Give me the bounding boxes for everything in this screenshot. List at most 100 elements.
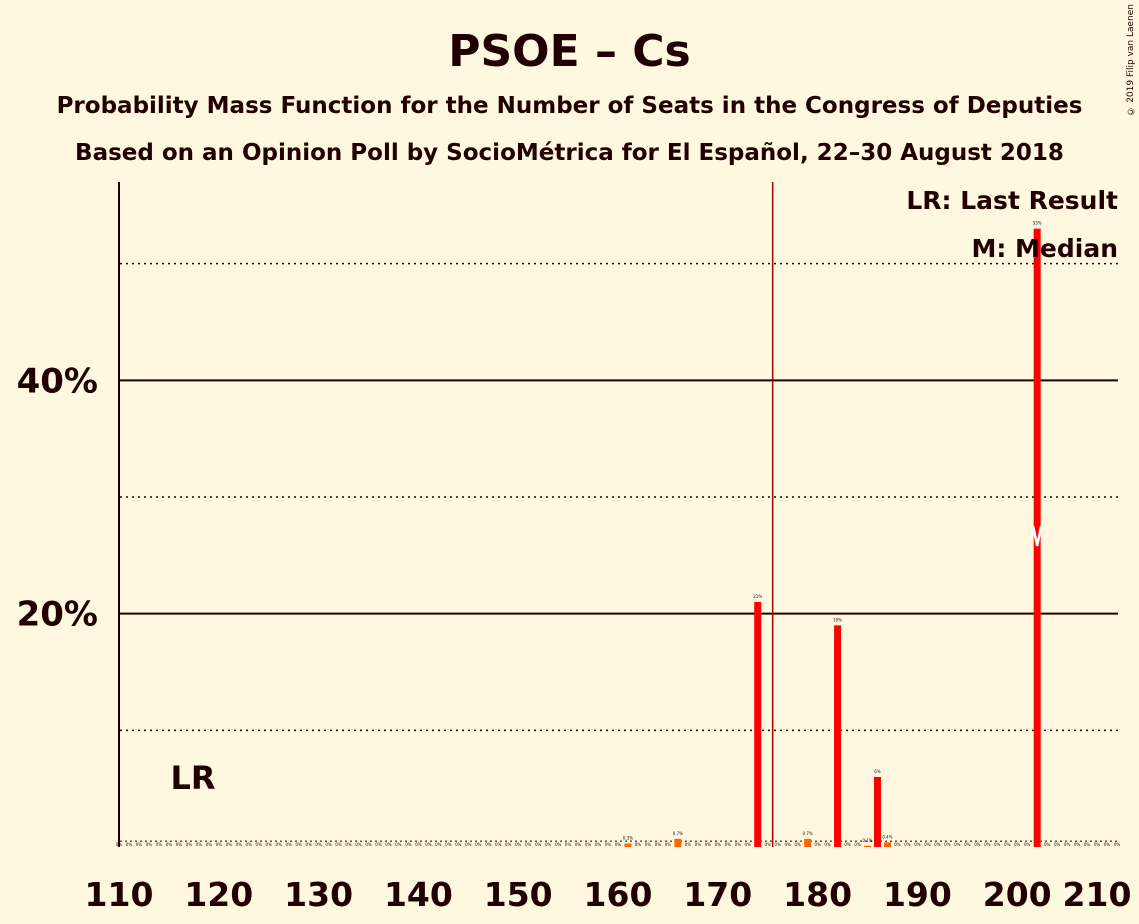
zero-data-label: 0%: [186, 842, 193, 847]
zero-data-label: 0%: [924, 842, 931, 847]
zero-data-label: 0%: [345, 842, 352, 847]
zero-data-label: 0%: [166, 842, 173, 847]
zero-data-label: 0%: [246, 842, 253, 847]
legend-median: M: Median: [971, 234, 1118, 263]
bar-data-label: 0.3%: [623, 836, 633, 841]
zero-data-label: 0%: [904, 842, 911, 847]
zero-data-label: 0%: [315, 842, 322, 847]
zero-data-label: 0%: [994, 842, 1001, 847]
y-tick-label: 20%: [17, 595, 98, 635]
zero-data-label: 0%: [635, 842, 642, 847]
zero-data-label: 0%: [475, 842, 482, 847]
zero-data-label: 0%: [305, 842, 312, 847]
bar-data-label: 19%: [833, 617, 842, 622]
zero-data-label: 0%: [236, 842, 243, 847]
bar: [754, 602, 762, 847]
zero-data-label: 0%: [765, 842, 772, 847]
zero-data-label: 0%: [824, 842, 831, 847]
legend-last-result: LR: Last Result: [906, 186, 1118, 215]
x-tick-label: 120: [184, 875, 253, 914]
zero-data-label: 0%: [266, 842, 273, 847]
bar-data-label: 0.1%: [862, 838, 872, 843]
zero-data-label: 0%: [1074, 842, 1081, 847]
zero-data-label: 0%: [405, 842, 412, 847]
zero-data-label: 0%: [1024, 842, 1031, 847]
copyright-notice: © 2019 Filip van Laenen: [1126, 4, 1136, 116]
zero-data-label: 0%: [555, 842, 562, 847]
zero-data-label: 0%: [385, 842, 392, 847]
bars: [624, 228, 1043, 847]
zero-data-label: 0%: [784, 842, 791, 847]
zero-data-label: 0%: [894, 842, 901, 847]
median-marker: [1031, 525, 1043, 547]
x-tick-label: 210: [1063, 875, 1132, 914]
zero-data-label: 0%: [545, 842, 552, 847]
zero-data-label: 0%: [575, 842, 582, 847]
bar-data-label: 0.7%: [673, 831, 683, 836]
zero-data-label: 0%: [934, 842, 941, 847]
zero-data-label: 0%: [435, 842, 442, 847]
x-tick-label: 180: [783, 875, 852, 914]
zero-data-label: 0%: [964, 842, 971, 847]
zero-data-label: 0%: [605, 842, 612, 847]
zero-data-label: 0%: [1054, 842, 1061, 847]
x-tick-label: 110: [85, 875, 154, 914]
bar: [883, 842, 891, 847]
zero-data-label: 0%: [745, 842, 752, 847]
zero-data-label: 0%: [126, 842, 133, 847]
bar: [804, 838, 812, 847]
bar-data-label: 0.7%: [803, 831, 813, 836]
zero-data-label: 0%: [1114, 842, 1121, 847]
bar: [834, 625, 842, 847]
zero-data-label: 0%: [395, 842, 402, 847]
zero-data-label: 0%: [535, 842, 542, 847]
zero-data-label: 0%: [725, 842, 732, 847]
zero-data-label: 0%: [565, 842, 572, 847]
zero-data-label: 0%: [495, 842, 502, 847]
data-labels: 0% 0% 0% 0% 0% 0% 0% 0% 0% 0% 0% 0% 0% 0% 0% 0% 0% 0% 0% 0%…: [116, 221, 1121, 847]
zero-data-label: 0%: [735, 842, 742, 847]
zero-data-label: 0%: [355, 842, 362, 847]
zero-data-label: 0%: [276, 842, 283, 847]
zero-data-label: 0%: [136, 842, 143, 847]
zero-data-label: 0%: [465, 842, 472, 847]
zero-data-label: 0%: [176, 842, 183, 847]
zero-data-label: 0%: [196, 842, 203, 847]
zero-data-label: 0%: [1044, 842, 1051, 847]
zero-data-label: 0%: [655, 842, 662, 847]
zero-data-label: 0%: [794, 842, 801, 847]
zero-data-label: 0%: [844, 842, 851, 847]
zero-data-label: 0%: [295, 842, 302, 847]
zero-data-label: 0%: [375, 842, 382, 847]
zero-data-label: 0%: [455, 842, 462, 847]
zero-data-label: 0%: [1094, 842, 1101, 847]
zero-data-label: 0%: [1064, 842, 1071, 847]
bar: [864, 845, 871, 847]
bar-data-label: 21%: [753, 594, 762, 599]
zero-data-label: 0%: [525, 842, 532, 847]
zero-data-label: 0%: [814, 842, 821, 847]
gridlines: 20% 40%: [17, 182, 1118, 847]
zero-data-label: 0%: [1014, 842, 1021, 847]
bar-data-label: 6%: [874, 769, 881, 774]
bar: [674, 838, 682, 847]
zero-data-label: 0%: [325, 842, 332, 847]
zero-data-label: 0%: [595, 842, 602, 847]
x-tick-label: 140: [384, 875, 453, 914]
bar: [1033, 228, 1041, 847]
zero-data-label: 0%: [216, 842, 223, 847]
zero-data-label: 0%: [505, 842, 512, 847]
zero-data-label: 0%: [974, 842, 981, 847]
chart-title: PSOE – Cs: [448, 26, 691, 77]
zero-data-label: 0%: [854, 842, 861, 847]
x-tick-label: 170: [683, 875, 752, 914]
zero-data-label: 0%: [914, 842, 921, 847]
zero-data-label: 0%: [695, 842, 702, 847]
x-tick-label: 200: [983, 875, 1052, 914]
zero-data-label: 0%: [485, 842, 492, 847]
zero-data-label: 0%: [1004, 842, 1011, 847]
y-tick-label: 40%: [17, 361, 98, 401]
zero-data-label: 0%: [775, 842, 782, 847]
chart-subtitle: Probability Mass Function for the Number…: [57, 93, 1083, 119]
